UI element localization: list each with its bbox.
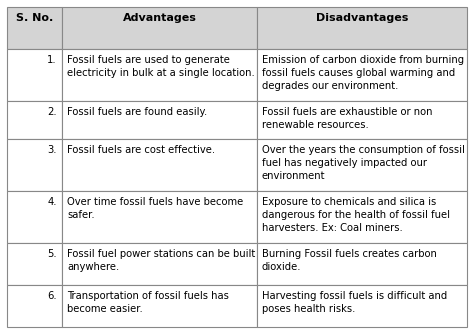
Text: Exposure to chemicals and silica is
dangerous for the health of fossil fuel
harv: Exposure to chemicals and silica is dang… xyxy=(262,197,450,232)
Text: Over time fossil fuels have become
safer.: Over time fossil fuels have become safer… xyxy=(67,197,243,220)
Bar xyxy=(257,243,467,285)
Text: Harvesting fossil fuels is difficult and
poses health risks.: Harvesting fossil fuels is difficult and… xyxy=(262,291,447,314)
Text: Transportation of fossil fuels has
become easier.: Transportation of fossil fuels has becom… xyxy=(67,291,229,314)
Bar xyxy=(257,285,467,327)
Bar xyxy=(7,7,62,49)
Text: Advantages: Advantages xyxy=(123,13,196,23)
Bar xyxy=(62,49,257,101)
Text: Fossil fuel power stations can be built
anywhere.: Fossil fuel power stations can be built … xyxy=(67,249,255,272)
Bar xyxy=(7,101,62,139)
Bar xyxy=(7,49,62,101)
Bar xyxy=(62,285,257,327)
Text: 4.: 4. xyxy=(47,197,57,207)
Bar xyxy=(62,139,257,191)
Bar xyxy=(62,7,257,49)
Text: Fossil fuels are found easily.: Fossil fuels are found easily. xyxy=(67,107,207,117)
Bar xyxy=(7,285,62,327)
Text: 1.: 1. xyxy=(47,55,57,65)
Text: 5.: 5. xyxy=(47,249,57,259)
Bar xyxy=(257,139,467,191)
Bar xyxy=(257,49,467,101)
Text: Burning Fossil fuels creates carbon
dioxide.: Burning Fossil fuels creates carbon diox… xyxy=(262,249,437,272)
Text: Fossil fuels are cost effective.: Fossil fuels are cost effective. xyxy=(67,145,215,155)
Text: Emission of carbon dioxide from burning
fossil fuels causes global warming and
d: Emission of carbon dioxide from burning … xyxy=(262,55,464,91)
Text: 3.: 3. xyxy=(47,145,57,155)
Text: Over the years the consumption of fossil
fuel has negatively impacted our
enviro: Over the years the consumption of fossil… xyxy=(262,145,465,180)
Bar xyxy=(62,191,257,243)
Bar xyxy=(257,7,467,49)
Text: 6.: 6. xyxy=(47,291,57,301)
Bar xyxy=(7,139,62,191)
Text: 2.: 2. xyxy=(47,107,57,117)
Bar xyxy=(257,101,467,139)
Bar xyxy=(7,191,62,243)
Text: S. No.: S. No. xyxy=(16,13,53,23)
Bar xyxy=(257,191,467,243)
Bar xyxy=(7,243,62,285)
Text: Fossil fuels are exhaustible or non
renewable resources.: Fossil fuels are exhaustible or non rene… xyxy=(262,107,432,130)
Text: Fossil fuels are used to generate
electricity in bulk at a single location.: Fossil fuels are used to generate electr… xyxy=(67,55,255,78)
Text: Disadvantages: Disadvantages xyxy=(316,13,408,23)
Bar xyxy=(62,243,257,285)
Bar xyxy=(62,101,257,139)
